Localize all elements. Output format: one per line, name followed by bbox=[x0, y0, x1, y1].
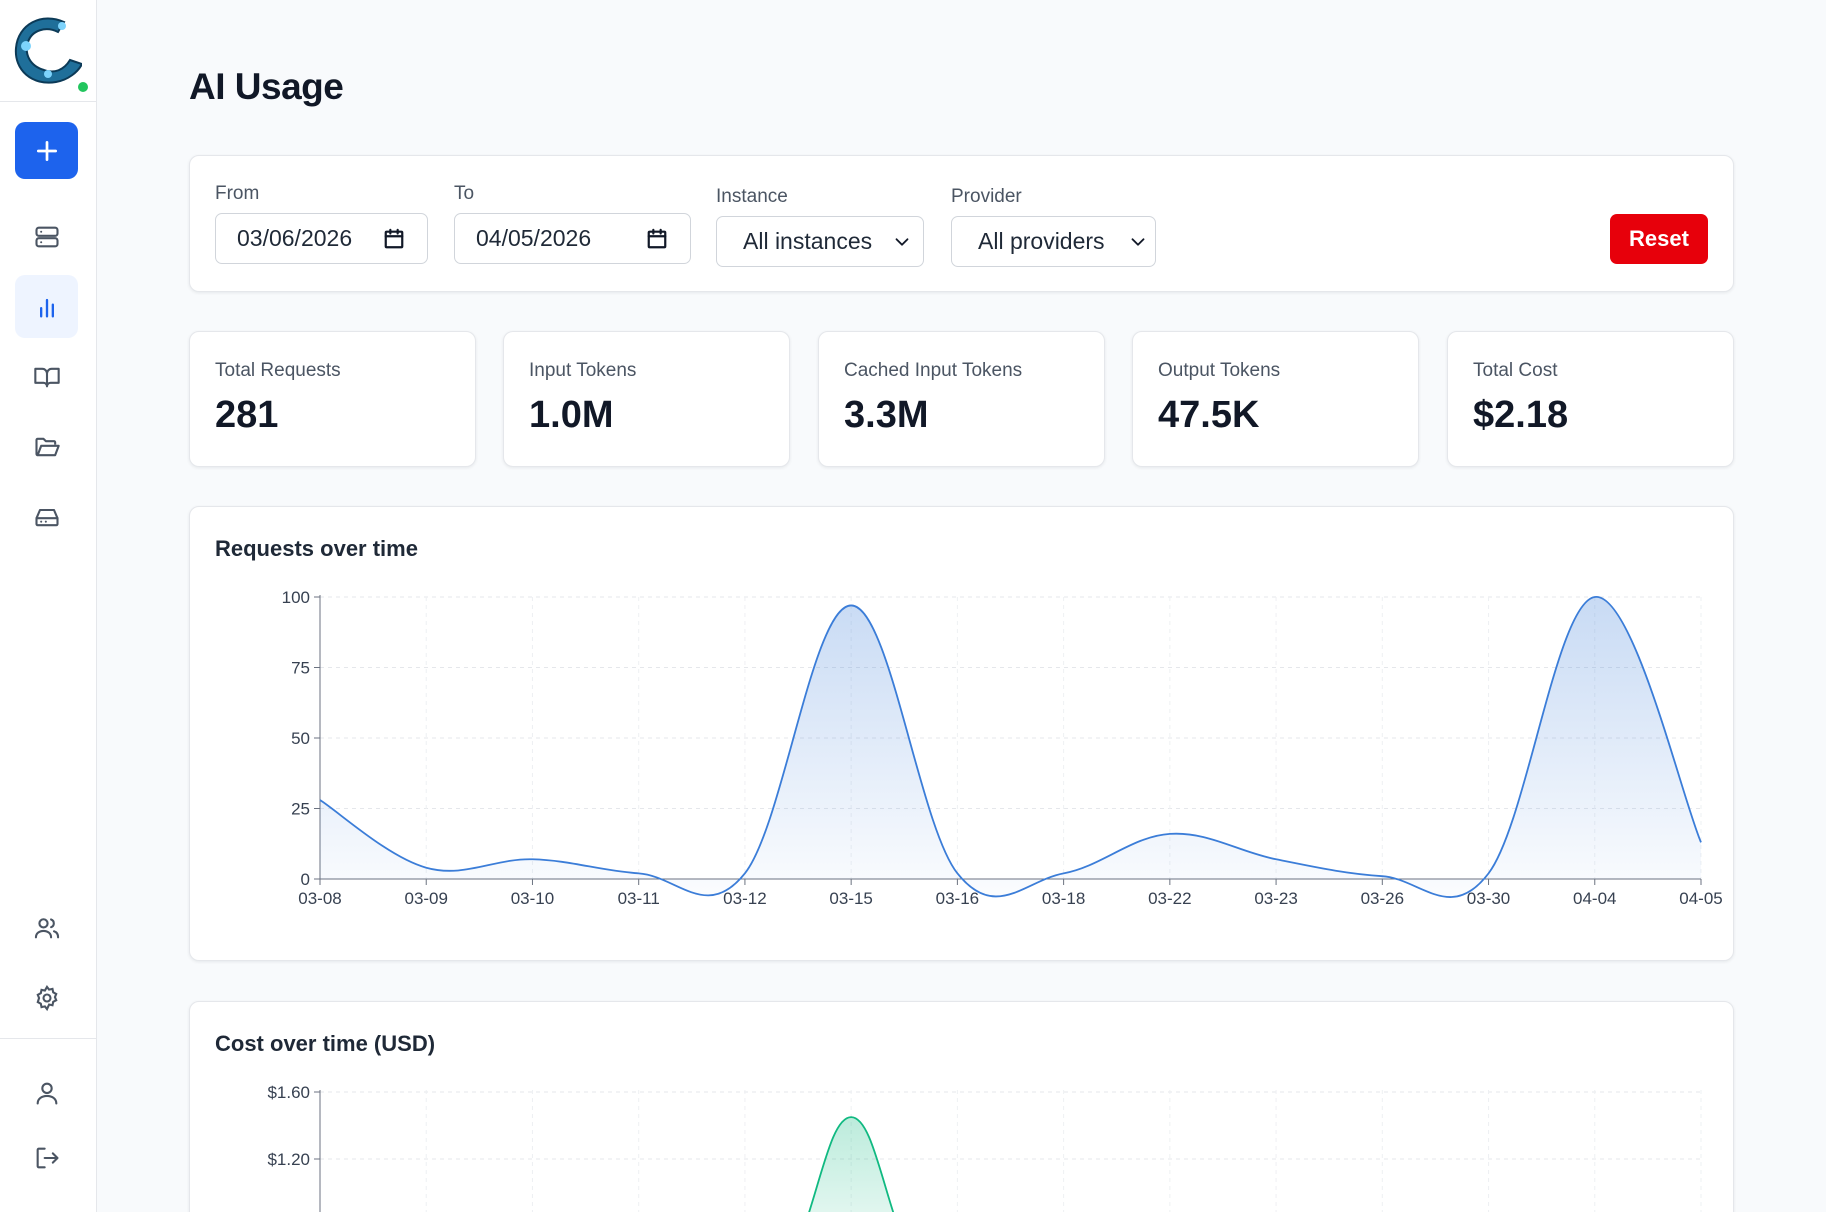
stat-value: $2.18 bbox=[1473, 394, 1569, 436]
provider-label: Provider bbox=[951, 186, 1022, 207]
x-tick-label: 03-12 bbox=[723, 889, 766, 908]
chart-grid bbox=[319, 1090, 1702, 1212]
chevron-down-icon bbox=[1131, 238, 1145, 246]
sidebar-item-profile[interactable] bbox=[15, 1061, 78, 1124]
online-status-dot bbox=[78, 82, 88, 92]
series-area bbox=[320, 596, 1701, 898]
x-tick-label: 03-23 bbox=[1254, 889, 1297, 908]
sidebar-item-usage[interactable] bbox=[15, 275, 78, 338]
y-tick-label: $1.20 bbox=[267, 1150, 310, 1169]
y-tick-label: 0 bbox=[301, 870, 310, 889]
stat-label: Total Cost bbox=[1473, 360, 1558, 381]
requests-chart-card: Requests over time 0 25 50 75 100 03-08 03-09 0… bbox=[189, 506, 1734, 961]
server-icon bbox=[34, 226, 59, 247]
y-tick-label: 75 bbox=[291, 659, 310, 678]
stat-card-output-tokens: Output Tokens 47.5K bbox=[1132, 331, 1419, 467]
folder-open-icon bbox=[34, 437, 60, 456]
new-button[interactable] bbox=[15, 122, 78, 179]
instance-selected-value: All instances bbox=[743, 228, 873, 254]
sidebar-item-servers[interactable] bbox=[15, 205, 78, 268]
stat-card-total-cost: Total Cost $2.18 bbox=[1447, 331, 1734, 467]
calendar-icon[interactable] bbox=[383, 228, 405, 250]
sidebar-item-settings[interactable] bbox=[15, 966, 78, 1029]
cost-chart: $1.60 $1.20 bbox=[267, 1083, 1702, 1212]
chevron-down-icon bbox=[895, 238, 909, 246]
stat-label: Cached Input Tokens bbox=[844, 360, 1023, 381]
stat-value: 1.0M bbox=[529, 394, 614, 436]
series-line bbox=[319, 596, 1702, 898]
sidebar-item-logout[interactable] bbox=[15, 1126, 78, 1189]
user-icon bbox=[36, 1082, 57, 1105]
x-tick-label: 03-11 bbox=[618, 889, 660, 908]
users-icon bbox=[34, 917, 59, 938]
x-tick-label: 03-16 bbox=[936, 889, 979, 908]
sidebar-item-users[interactable] bbox=[15, 896, 78, 959]
chart-title: Cost over time (USD) bbox=[215, 1031, 436, 1056]
to-label: To bbox=[454, 183, 475, 204]
filters-panel: From 03/06/2026 To 04/05/2026 Instance A… bbox=[189, 155, 1734, 292]
y-tick-label: 50 bbox=[291, 729, 310, 748]
stat-card-total-requests: Total Requests 281 bbox=[189, 331, 476, 467]
logout-icon bbox=[36, 1147, 59, 1168]
sidebar-divider bbox=[0, 1038, 97, 1039]
x-tick-label: 04-04 bbox=[1573, 889, 1616, 908]
from-date-input[interactable]: 03/06/2026 bbox=[215, 213, 428, 264]
page-title: AI Usage bbox=[189, 66, 344, 107]
y-tick-label: 25 bbox=[291, 800, 310, 819]
provider-select[interactable]: All providers bbox=[951, 216, 1156, 267]
cost-chart-card: Cost over time (USD) $1.60 $1.20 bbox=[189, 1001, 1734, 1212]
x-tick-label: 04-05 bbox=[1679, 889, 1722, 908]
x-tick-label: 03-08 bbox=[298, 889, 341, 908]
stat-label: Input Tokens bbox=[529, 360, 637, 381]
stat-label: Total Requests bbox=[215, 360, 341, 381]
stat-label: Output Tokens bbox=[1158, 360, 1281, 381]
sidebar-divider bbox=[0, 101, 97, 102]
gear-icon bbox=[35, 984, 58, 1011]
instance-select[interactable]: All instances bbox=[716, 216, 924, 267]
provider-selected-value: All providers bbox=[978, 228, 1105, 254]
instance-label: Instance bbox=[716, 186, 788, 207]
chart-grid bbox=[319, 596, 1702, 880]
sidebar-item-storage[interactable] bbox=[15, 485, 78, 548]
series-line bbox=[808, 1116, 895, 1212]
x-tick-label: 03-30 bbox=[1467, 889, 1510, 908]
x-tick-label: 03-10 bbox=[511, 889, 554, 908]
plus-icon bbox=[36, 140, 57, 161]
chart-title: Requests over time bbox=[215, 536, 418, 561]
sidebar-item-files[interactable] bbox=[15, 415, 78, 478]
x-tick-label: 03-22 bbox=[1148, 889, 1191, 908]
to-date-input[interactable]: 04/05/2026 bbox=[454, 213, 691, 264]
book-icon bbox=[33, 367, 60, 387]
stat-card-cached-input-tokens: Cached Input Tokens 3.3M bbox=[818, 331, 1105, 467]
x-tick-label: 03-15 bbox=[829, 889, 872, 908]
stat-value: 47.5K bbox=[1158, 394, 1260, 436]
x-tick-label: 03-09 bbox=[404, 889, 447, 908]
app-logo[interactable] bbox=[12, 12, 84, 88]
x-tick-label: 03-26 bbox=[1361, 889, 1404, 908]
stat-value: 3.3M bbox=[844, 394, 929, 436]
stat-value: 281 bbox=[215, 394, 279, 436]
y-tick-label: $1.60 bbox=[267, 1083, 310, 1102]
stat-card-input-tokens: Input Tokens 1.0M bbox=[503, 331, 790, 467]
reset-button[interactable]: Reset bbox=[1610, 214, 1708, 264]
hard-drive-icon bbox=[34, 508, 59, 526]
calendar-icon[interactable] bbox=[646, 228, 668, 250]
bar-chart-icon bbox=[39, 298, 54, 317]
sidebar-item-docs[interactable] bbox=[15, 345, 78, 408]
from-date-value: 03/06/2026 bbox=[237, 225, 353, 251]
to-date-value: 04/05/2026 bbox=[476, 225, 592, 251]
requests-chart: 0 25 50 75 100 03-08 03-09 03-10 03-11 03-12 03-15… bbox=[282, 588, 1723, 908]
series-area bbox=[809, 1117, 894, 1212]
from-label: From bbox=[215, 183, 260, 204]
x-tick-label: 03-18 bbox=[1042, 889, 1085, 908]
sidebar bbox=[0, 0, 97, 1212]
y-tick-label: 100 bbox=[282, 588, 310, 607]
